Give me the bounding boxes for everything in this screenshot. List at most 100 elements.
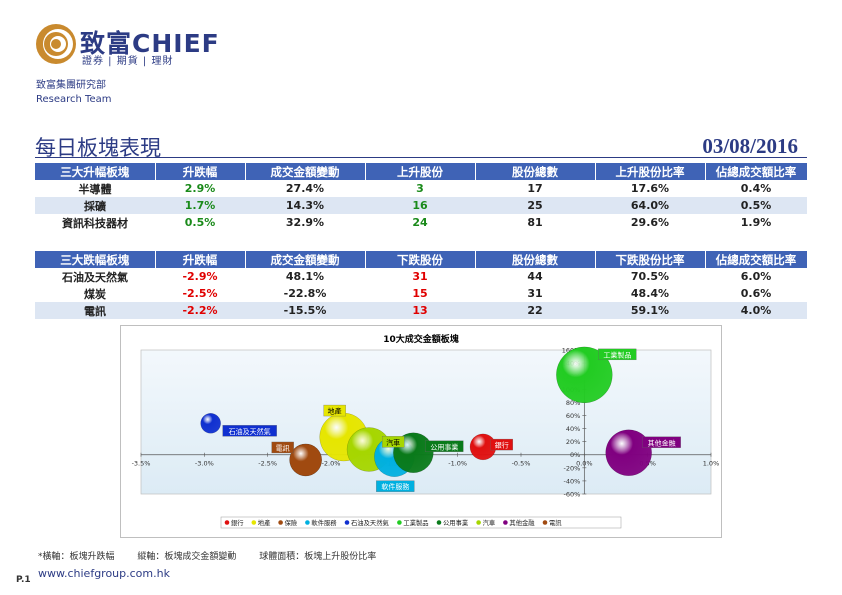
table-row: 石油及天然氣 -2.9% 48.1% 31 44 70.5% 6.0% xyxy=(35,268,807,285)
turnover-share-cell: 0.6% xyxy=(740,287,772,300)
table-row: 採礦 1.7% 14.3% 16 25 64.0% 0.5% xyxy=(35,197,807,214)
x-tick-label: -3.5% xyxy=(132,460,151,468)
legend-label: 公用事業 xyxy=(443,518,469,527)
bubble-chart-panel: 10大成交金額板塊160%140%120%100%80%60%40%20%0%-… xyxy=(120,325,722,538)
turnover-change-cell: 14.3% xyxy=(245,197,365,214)
rising-ratio-cell: 64.0% xyxy=(595,197,705,214)
falling-ratio-cell: 48.4% xyxy=(630,287,670,300)
chart-title: 10大成交金額板塊 xyxy=(383,333,459,345)
table-row: 資訊科技器材 0.5% 32.9% 24 81 29.6% 1.9% xyxy=(35,214,807,231)
col-header: 升跌幅 xyxy=(155,251,246,268)
chief-logo: 致富CHIEF 證券 | 期貨 | 理財 xyxy=(34,22,234,72)
bubble-label: 石油及天然氣 xyxy=(229,427,271,436)
sector-name: 煤炭 xyxy=(84,287,106,301)
turnover-share-cell: 1.9% xyxy=(740,216,772,229)
legend-marker xyxy=(476,520,481,525)
total-count-cell: 25 xyxy=(475,197,595,214)
legend-label: 地產 xyxy=(258,518,271,527)
legend-marker xyxy=(278,520,283,525)
bubble-label-box xyxy=(222,425,277,437)
x-tick-label: -2.0% xyxy=(322,460,341,468)
rising-count-cell: 3 xyxy=(416,182,424,195)
sector-name: 石油及天然氣 xyxy=(62,270,128,284)
department-english: Research Team xyxy=(36,94,112,105)
change-cell: 1.7% xyxy=(155,197,245,214)
bubble-label-box xyxy=(425,440,464,452)
gainers-table: 三大升幅板塊 升跌幅 成交金額變動 上升股份 股份總數 上升股份比率 佔總成交額… xyxy=(35,163,808,231)
col-header: 上升股份比率 xyxy=(595,163,706,180)
legend-marker xyxy=(305,520,310,525)
x-tick-label: -2.5% xyxy=(258,460,277,468)
legend-marker xyxy=(436,520,442,525)
col-header: 股份總數 xyxy=(475,251,596,268)
bubble-label: 軟件服務 xyxy=(381,482,409,491)
turnover-share-cell: 0.4% xyxy=(740,182,772,195)
legend-label: 保險 xyxy=(285,518,298,527)
change-cell: -2.5% xyxy=(182,287,218,300)
col-header: 成交金額變動 xyxy=(245,251,366,268)
website-link[interactable]: www.chiefgroup.com.hk xyxy=(38,567,170,580)
turnover-change-cell: -15.5% xyxy=(245,302,365,319)
logo-swirl-icon xyxy=(36,24,76,64)
legend-label: 軟件服務 xyxy=(311,518,337,527)
sector-name: 半導體 xyxy=(78,182,112,196)
y-tick-label: 60% xyxy=(566,412,580,420)
bubble-label: 其他金融 xyxy=(648,438,676,447)
falling-count-cell: 13 xyxy=(365,302,475,319)
legend-marker xyxy=(344,520,350,525)
losers-table: 三大跌幅板塊 升跌幅 成交金額變動 下跌股份 股份總數 下跌股份比率 佔總成交額… xyxy=(35,251,808,319)
col-header: 上升股份 xyxy=(365,163,476,180)
sector-name: 採礦 xyxy=(35,197,155,214)
y-tick-label: 40% xyxy=(566,425,580,433)
col-header: 成交金額變動 xyxy=(245,163,366,180)
table-row: 電訊 -2.2% -15.5% 13 22 59.1% 4.0% xyxy=(35,302,807,319)
change-cell: 2.9% xyxy=(184,182,216,195)
turnover-change-cell: -22.8% xyxy=(283,287,327,300)
bubble xyxy=(200,413,221,434)
total-count-cell: 22 xyxy=(475,302,595,319)
rising-count-cell: 24 xyxy=(412,216,428,229)
x-tick-label: 0.0% xyxy=(576,460,593,468)
table-row: 半導體 2.9% 27.4% 3 17 17.6% 0.4% xyxy=(35,180,807,197)
change-cell: -2.2% xyxy=(155,302,245,319)
total-count-cell: 81 xyxy=(527,216,543,229)
rising-ratio-cell: 17.6% xyxy=(630,182,670,195)
table-row: 煤炭 -2.5% -22.8% 15 31 48.4% 0.6% xyxy=(35,285,807,302)
page-number: P.1 xyxy=(16,575,31,585)
bubble xyxy=(605,429,652,477)
rising-ratio-cell: 29.6% xyxy=(630,216,670,229)
sector-name: 電訊 xyxy=(35,302,155,319)
brand-subtitle: 證券 | 期貨 | 理財 xyxy=(82,56,174,67)
legend-label: 銀行 xyxy=(231,518,244,527)
turnover-change-cell: 32.9% xyxy=(285,216,325,229)
y-tick-label: -40% xyxy=(564,477,581,485)
bubble-label: 銀行 xyxy=(495,441,509,450)
col-header: 下跌股份 xyxy=(365,251,476,268)
legend-marker xyxy=(251,520,257,525)
falling-count-cell: 31 xyxy=(412,270,428,283)
total-count-cell: 44 xyxy=(527,270,543,283)
change-cell: 0.5% xyxy=(184,216,216,229)
x-tick-label: 1.0% xyxy=(703,460,720,468)
sector-name: 資訊科技器材 xyxy=(62,216,128,230)
legend-marker xyxy=(397,520,402,525)
legend-label: 其他金融 xyxy=(509,518,535,527)
turnover-change-cell: 48.1% xyxy=(285,270,325,283)
rising-count-cell: 16 xyxy=(365,197,475,214)
falling-ratio-cell: 70.5% xyxy=(630,270,670,283)
turnover-share-cell: 4.0% xyxy=(705,302,807,319)
legend-label: 電訊 xyxy=(549,518,562,527)
legend-label: 汽車 xyxy=(483,518,496,527)
chart-footnote: *橫軸：板塊升跌幅 縱軸：板塊成交金額變動 球體面積：板塊上升股份比率 xyxy=(38,552,377,562)
col-header: 三大跌幅板塊 xyxy=(35,251,156,268)
legend-label: 石油及天然氣 xyxy=(351,518,389,527)
losers-header-row: 三大跌幅板塊 升跌幅 成交金額變動 下跌股份 股份總數 下跌股份比率 佔總成交額… xyxy=(35,251,808,268)
page-title: 每日板塊表現 xyxy=(35,136,161,160)
col-header: 下跌股份比率 xyxy=(595,251,706,268)
turnover-change-cell: 27.4% xyxy=(285,182,325,195)
legend-marker xyxy=(503,520,508,525)
y-tick-label: -20% xyxy=(564,464,581,472)
legend-marker xyxy=(542,520,548,525)
y-tick-label: 80% xyxy=(566,399,580,407)
x-tick-label: -3.0% xyxy=(195,460,214,468)
